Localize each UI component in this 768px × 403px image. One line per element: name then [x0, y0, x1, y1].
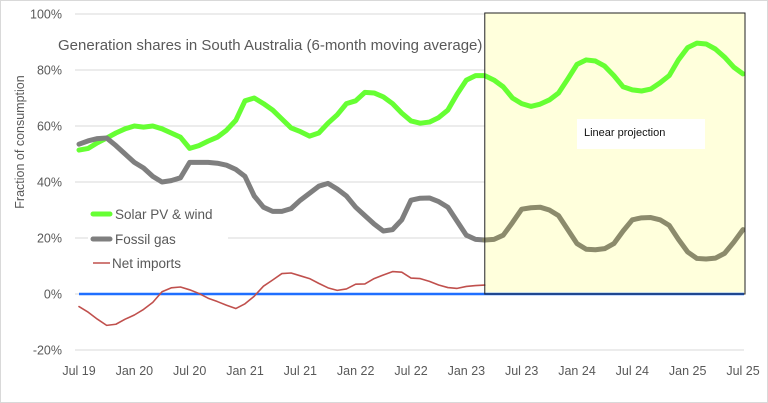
legend-label-fossil-gas: Fossil gas [115, 232, 176, 247]
y-tick-label: 100% [30, 8, 62, 22]
projection-label-box [577, 119, 705, 149]
x-tick-label: Jan 22 [337, 364, 375, 378]
x-tick-label: Jul 20 [173, 364, 206, 378]
y-tick-label: -20% [33, 344, 62, 358]
y-tick-label: 80% [37, 64, 62, 78]
net-imports-line [78, 270, 486, 327]
legend-label-solar: Solar PV & wind [115, 207, 213, 222]
y-axis-label: Fraction of consumption [13, 75, 27, 208]
x-tick-label: Jan 24 [558, 364, 596, 378]
y-tick-label: 60% [37, 120, 62, 134]
x-tick-label: Jul 25 [726, 364, 759, 378]
y-tick-label: 40% [37, 176, 62, 190]
fossil-gas-line [76, 135, 488, 243]
x-tick-label: Jul 23 [505, 364, 538, 378]
x-tick-label: Jan 25 [669, 364, 707, 378]
x-tick-label: Jan 23 [448, 364, 486, 378]
x-tick-label: Jul 24 [616, 364, 649, 378]
legend-label-net-imports: Net imports [112, 256, 181, 271]
x-tick-label: Jul 22 [394, 364, 427, 378]
y-tick-label: 20% [37, 232, 62, 246]
projection-label: Linear projection [584, 127, 665, 139]
x-tick-label: Jan 21 [226, 364, 264, 378]
solar-pv-wind-line [76, 40, 746, 153]
x-tick-label: Jan 20 [116, 364, 154, 378]
chart-title: Generation shares in South Australia (6-… [58, 37, 482, 54]
x-tick-label: Jul 19 [62, 364, 95, 378]
legend: Solar PV & wind Fossil gas Net imports [88, 200, 228, 280]
projection-region [484, 13, 745, 294]
projection-region-border [484, 12, 746, 295]
y-tick-label: 0% [44, 288, 62, 302]
x-tick-label: Jul 21 [284, 364, 317, 378]
fossil-gas-line-projection [482, 204, 746, 262]
